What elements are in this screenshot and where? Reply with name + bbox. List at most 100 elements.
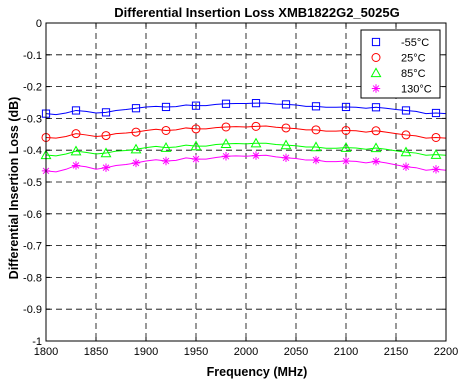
- legend-item: 130°C: [371, 84, 432, 96]
- series-point: [251, 99, 261, 108]
- y-tick-label: -0.1: [23, 50, 42, 62]
- series-point: [311, 125, 321, 135]
- series-point: [70, 145, 82, 156]
- series-point: [131, 127, 141, 137]
- series-3: [41, 151, 447, 176]
- y-axis-label: Differential Insertion Loss (dB): [7, 97, 21, 280]
- series-point: [400, 146, 412, 157]
- series-point: [281, 153, 291, 163]
- y-tick-label: -0.3: [23, 113, 42, 125]
- y-tick-label: -0.8: [23, 272, 42, 284]
- series-point: [431, 108, 441, 118]
- series-1: [41, 121, 447, 142]
- legend-label: 25°C: [401, 53, 426, 65]
- data-series: [40, 99, 447, 176]
- marker-stroke: [72, 162, 80, 169]
- x-tick-label: 2000: [234, 346, 258, 358]
- series-0: [41, 99, 447, 118]
- series-point: [131, 158, 141, 168]
- legend-marker: [370, 67, 382, 78]
- plot-frame: [45, 22, 447, 342]
- series-point: [100, 147, 112, 158]
- x-tick-label: 2100: [334, 346, 358, 358]
- x-axis-label: Frequency (MHz): [207, 365, 308, 379]
- series-point: [311, 102, 321, 111]
- legend-marker: [371, 53, 381, 62]
- series-point: [220, 138, 232, 149]
- series-point: [280, 139, 292, 150]
- y-tick-label: -0.2: [23, 82, 42, 94]
- series-point: [281, 100, 291, 109]
- x-tick-label: 1850: [84, 346, 108, 358]
- legend-label: -55°C: [401, 37, 429, 49]
- series-point: [281, 123, 291, 133]
- marker-stroke: [372, 158, 380, 165]
- series-line: [45, 125, 447, 139]
- chart-title: Differential Insertion Loss XMB1822G2_50…: [114, 5, 399, 20]
- series-point: [250, 137, 262, 148]
- legend-item: 25°C: [371, 53, 426, 65]
- series-point: [431, 165, 441, 174]
- marker-stroke: [132, 159, 140, 167]
- series-point: [191, 101, 201, 110]
- marker-stroke: [252, 152, 260, 159]
- series-point: [71, 161, 81, 170]
- y-tick-label: -0.5: [23, 177, 42, 189]
- marker-stroke: [342, 157, 350, 165]
- series-point: [371, 126, 381, 136]
- series-point: [371, 157, 381, 166]
- marker-stroke: [312, 156, 320, 164]
- series-point: [401, 130, 411, 140]
- series-point: [131, 104, 141, 113]
- legend-label: 85°C: [401, 68, 426, 80]
- series-point: [101, 108, 111, 117]
- marker-stroke: [102, 164, 110, 171]
- series-point: [71, 106, 81, 115]
- legend-label: 130°C: [401, 84, 432, 96]
- series-point: [431, 132, 441, 142]
- series-point: [251, 121, 261, 131]
- series-point: [101, 131, 111, 141]
- series-point: [160, 142, 172, 152]
- marker-stroke: [222, 152, 230, 160]
- legend-marker: [371, 37, 381, 47]
- x-tick-label: 1800: [34, 346, 58, 358]
- series-point: [161, 102, 171, 112]
- axis-ticks: 1800 1850 1900 1950 2000 2050 2100 2150 2200 0 -0.…: [23, 18, 458, 358]
- series-point: [371, 103, 381, 112]
- series-point: [341, 102, 351, 112]
- series-line: [45, 154, 447, 173]
- series-point: [341, 125, 351, 135]
- y-tick-label: -0.6: [23, 209, 42, 221]
- y-tick-label: -0.7: [23, 241, 42, 253]
- series-point: [310, 141, 322, 152]
- legend: -55°C 25°C 85°C 130°C: [360, 29, 441, 99]
- marker-stroke: [372, 85, 380, 92]
- series-point: [190, 140, 202, 151]
- y-tick-label: 0: [36, 18, 42, 30]
- series-point: [401, 106, 411, 115]
- series-point: [101, 163, 111, 172]
- marker-stroke: [402, 163, 410, 171]
- marker-stroke: [282, 154, 290, 162]
- x-tick-label: 1900: [134, 346, 158, 358]
- marker-stroke: [432, 165, 440, 173]
- marker-stroke: [192, 155, 200, 163]
- series-point: [161, 156, 171, 166]
- series-point: [221, 152, 231, 161]
- y-tick-label: -1: [32, 336, 42, 348]
- series-point: [191, 124, 201, 134]
- series-2: [40, 137, 447, 160]
- x-tick-label: 2200: [434, 346, 458, 358]
- series-point: [221, 122, 231, 132]
- marker-stroke: [162, 157, 170, 165]
- series-point: [130, 143, 142, 154]
- series-point: [430, 149, 442, 159]
- legend-marker: [371, 84, 381, 93]
- series-point: [221, 99, 231, 108]
- x-tick-label: 2150: [384, 346, 408, 358]
- series-point: [71, 129, 81, 139]
- series-point: [401, 162, 411, 171]
